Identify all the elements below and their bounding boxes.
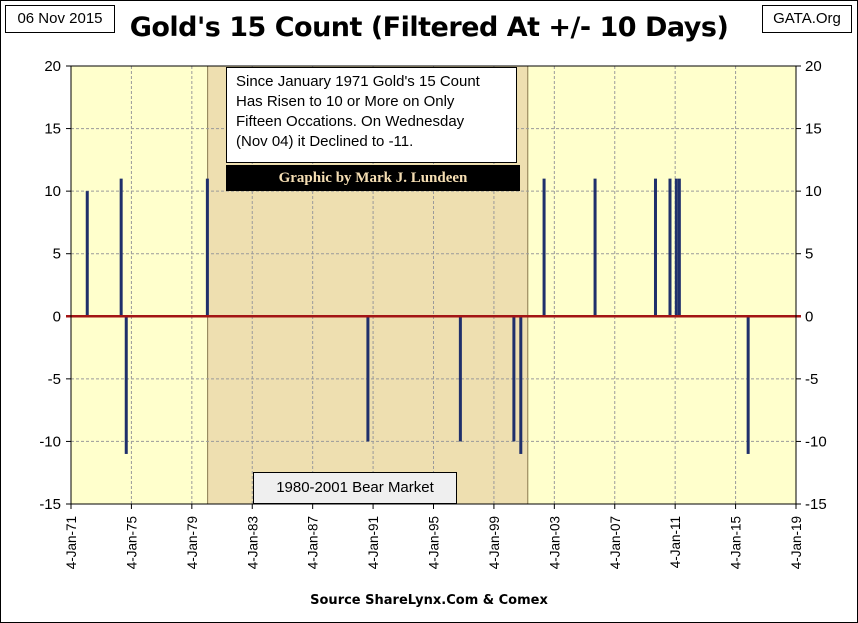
y-tick-label-right: 20 [805,58,822,75]
data-bar [119,178,123,317]
y-tick-label-left: 20 [44,58,61,75]
y-tick-label-left: 5 [53,246,61,263]
y-tick-label-left: 10 [44,183,61,200]
x-tick-label: 4-Jan-87 [306,516,321,569]
data-bar [674,178,678,317]
data-bar [746,316,750,454]
data-bar [458,316,462,442]
y-tick-label-right: 5 [805,246,813,263]
x-tick-label: 4-Jan-91 [366,516,381,569]
data-bar [124,316,128,454]
data-bar [653,178,657,317]
y-tick-label-right: 10 [805,183,822,200]
date-label: 06 Nov 2015 [5,5,115,33]
y-tick-label-left: -10 [39,433,61,450]
x-tick-label: 4-Jan-99 [487,516,502,569]
data-bar [519,316,523,454]
plot-border [70,65,797,505]
y-tick-label-left: -15 [39,496,61,513]
y-tick-label-left: 0 [53,308,61,325]
annotation-line: Has Risen to 10 or More on Only [236,93,455,110]
site-label: GATA.Org [762,5,852,33]
bear-market-label: 1980-2001 Bear Market [253,472,457,504]
credit-label: Graphic by Mark J. Lundeen [226,165,520,191]
x-tick-label: 4-Jan-79 [185,516,200,569]
data-bar [205,178,209,317]
data-bar [512,316,516,442]
y-tick-label-left: 15 [44,121,61,138]
x-tick-label: 4-Jan-75 [124,516,139,569]
source-label: Source ShareLynx.Com & Comex [310,593,548,608]
x-tick-label: 4-Jan-07 [608,516,623,569]
x-tick-label: 4-Jan-19 [789,516,804,569]
data-bar [668,178,672,317]
y-tick-label-right: -10 [805,433,827,450]
y-tick-label-right: -15 [805,496,827,513]
y-tick-label-right: -5 [805,371,818,388]
x-tick-label: 4-Jan-71 [64,516,79,569]
annotation-line: Since January 1971 Gold's 15 Count [236,73,480,90]
annotation-note: Since January 1971 Gold's 15 Count Has R… [226,67,517,163]
x-tick-label: 4-Jan-15 [729,516,744,569]
data-bar [542,178,546,317]
data-bar [677,178,681,317]
x-tick-label: 4-Jan-83 [245,516,260,569]
y-tick-label-left: -5 [48,371,61,388]
data-bar [85,191,89,317]
x-tick-label: 4-Jan-11 [668,516,683,568]
annotation-line: Fifteen Occations. On Wednesday [236,113,465,130]
y-tick-label-right: 15 [805,121,822,138]
data-bar [366,316,370,442]
chart-title: Gold's 15 Count (Filtered At +/- 10 Days… [129,12,729,43]
x-tick-label: 4-Jan-03 [547,516,562,569]
x-tick-label: 4-Jan-95 [427,516,442,569]
y-tick-label-right: 0 [805,308,813,325]
annotation-line: (Nov 04) it Declined to -11. [236,133,414,150]
data-bar [593,178,597,317]
